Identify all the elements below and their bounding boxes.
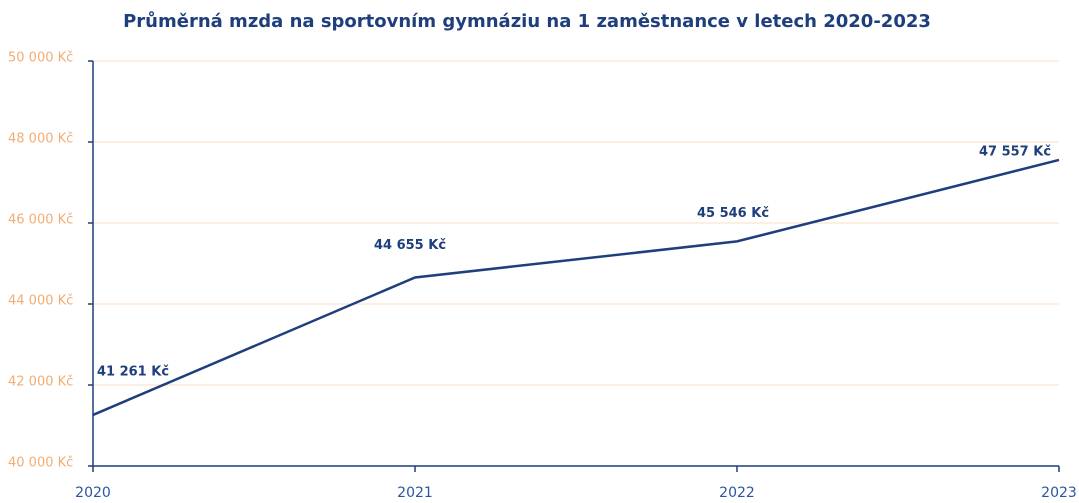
y-tick-label: 50 000 Kč [8,51,73,66]
y-tick-label: 44 000 Kč [8,294,73,309]
data-label: 41 261 Kč [97,364,169,379]
y-tick-label: 48 000 Kč [8,132,73,147]
y-tick-label: 42 000 Kč [8,375,73,390]
chart-title: Průměrná mzda na sportovním gymnáziu na … [123,10,931,32]
y-tick-label: 40 000 Kč [8,456,73,471]
y-tick-label: 46 000 Kč [8,213,73,228]
x-tick-label: 2020 [75,485,111,501]
x-tick-label: 2022 [719,485,755,501]
data-label: 44 655 Kč [374,238,446,253]
data-label: 45 546 Kč [697,206,769,221]
data-label: 47 557 Kč [979,144,1051,159]
x-tick-label: 2021 [397,485,433,501]
data-line [92,158,1060,417]
x-tick-label: 2023 [1041,485,1077,501]
